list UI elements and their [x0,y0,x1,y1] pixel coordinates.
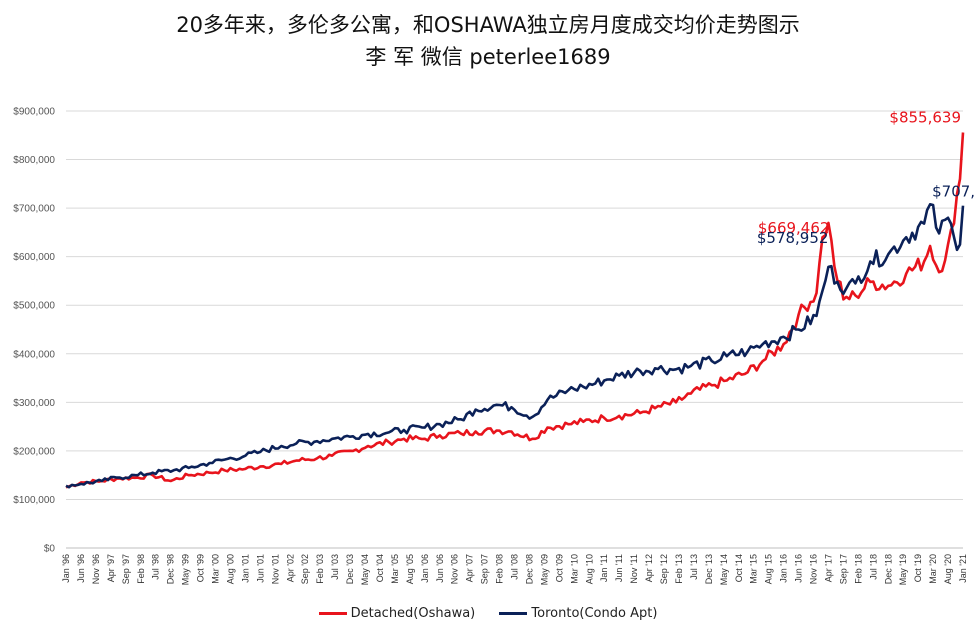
x-tick-label: Jan '11 [599,554,609,582]
x-tick-label: Feb '18 [853,554,863,584]
x-tick-label: Dec '98 [166,554,176,584]
x-tick-label: Sep '17 [838,554,848,584]
chart-title: 20多年来，多伦多公寓，和OSHAWA独立房月度成交均价走势图示 [176,13,800,37]
x-tick-label: Nov '11 [629,554,639,584]
x-tick-label: Jun '96 [76,554,86,583]
x-tick-label: Nov '01 [270,554,280,584]
x-tick-label: Jun '01 [255,554,265,583]
x-tick-label: Apr '12 [644,554,654,582]
x-tick-label: Aug '00 [225,554,235,584]
series-lines [65,132,965,489]
y-tick-label: $200,000 [13,446,55,457]
x-tick-label: Mar '15 [749,554,759,584]
y-axis-ticks: $0 $100,000 $200,000 $300,000 $400,000 $500,0… [13,107,55,555]
chart-subtitle: 李 军 微信 peterlee1689 [365,45,611,69]
y-tick-label: $700,000 [13,204,55,215]
gridlines [66,110,963,549]
series-line-toronto-condo [65,203,965,489]
x-tick-label: Mar '20 [928,554,938,584]
x-axis-ticks: Jan '96 Jun '96 Nov '96 Apr '97 Sep '97 Feb '… [61,554,968,585]
x-tick-label: May '14 [719,554,729,585]
x-tick-label: Nov '06 [450,554,460,584]
x-tick-label: May '04 [360,554,370,585]
data-label: $707,835 [932,182,976,200]
x-tick-label: Feb '03 [315,554,325,584]
x-tick-label: Jan '01 [240,554,250,583]
x-tick-label: Sep '07 [480,554,490,584]
x-tick-label: Apr '07 [465,554,475,582]
annotations: $855,639 $669,462$578,952 $707,835 [757,109,976,247]
x-tick-label: Aug '05 [405,554,415,584]
x-tick-label: Jun '06 [435,554,445,583]
x-tick-label: Feb '98 [136,554,146,584]
y-tick-label: $300,000 [13,398,55,409]
chart-plot: $0 $100,000 $200,000 $300,000 $400,000 $500,0… [13,107,976,586]
x-tick-label: Mar '00 [211,554,221,584]
x-tick-label: Apr '17 [823,554,833,582]
x-tick-label: Apr '97 [106,554,116,582]
x-tick-label: Sep '97 [121,554,131,584]
x-tick-label: May '99 [181,554,191,585]
x-tick-label: Sep '02 [300,554,310,584]
x-tick-label: Dec '18 [883,554,893,584]
x-tick-label: Aug '15 [764,554,774,584]
legend-item-condo[interactable]: Toronto(Condo Apt) [499,606,657,621]
y-tick-label: $500,000 [13,301,55,312]
x-tick-label: May '09 [539,554,549,585]
x-tick-label: Dec '03 [345,554,355,584]
x-tick-label: Oct '99 [196,554,206,582]
series-line-detached-oshawa [65,132,965,489]
x-tick-label: Jan '16 [779,554,789,583]
y-tick-label: $600,000 [13,252,55,263]
data-label: $669,462 [758,219,830,237]
x-tick-label: Jul '13 [689,554,699,580]
x-tick-label: Jul '18 [868,554,878,580]
x-tick-label: Jan '21 [958,554,968,583]
legend-swatch-condo [499,612,528,615]
x-tick-label: Feb '08 [495,554,505,584]
legend-swatch-detached [318,612,347,615]
x-tick-label: Apr '02 [285,554,295,582]
data-label: $855,639 [889,109,961,127]
x-tick-label: Nov '16 [809,554,819,584]
x-tick-label: Oct '19 [913,554,923,582]
x-tick-label: Nov '96 [91,554,101,584]
x-tick-label: Dec '13 [704,554,714,584]
x-tick-label: Jun '11 [614,554,624,582]
x-tick-label: Mar '10 [569,554,579,584]
x-tick-label: Jun '16 [794,554,804,583]
legend: Detached(Oshawa) Toronto(Condo Apt) [0,604,976,621]
x-tick-label: Oct '09 [554,554,564,582]
x-tick-label: Aug '10 [584,554,594,584]
x-tick-label: Aug '20 [943,554,953,584]
y-tick-label: $0 [44,544,56,555]
x-tick-label: Jan '06 [420,554,430,583]
y-tick-label: $900,000 [13,107,55,118]
x-tick-label: Feb '13 [674,554,684,584]
y-tick-label: $800,000 [13,155,55,166]
data-label: $578,952 [757,229,829,247]
x-tick-label: Jan '96 [61,554,71,583]
y-tick-label: $100,000 [13,495,55,506]
legend-item-detached[interactable]: Detached(Oshawa) [318,606,476,621]
x-tick-label: Jul '98 [151,554,161,580]
x-tick-label: Jul '08 [510,554,520,580]
x-tick-label: May '19 [898,554,908,585]
legend-label-condo: Toronto(Condo Apt) [531,606,658,621]
x-tick-label: Jul '03 [330,554,340,580]
legend-label-detached: Detached(Oshawa) [350,606,476,621]
y-tick-label: $400,000 [13,349,55,360]
x-tick-label: Sep '12 [659,554,669,584]
x-tick-label: Oct '14 [734,554,744,582]
x-tick-label: Oct '04 [375,554,385,582]
x-tick-label: Dec '08 [524,554,534,584]
x-tick-label: Mar '05 [390,554,400,584]
